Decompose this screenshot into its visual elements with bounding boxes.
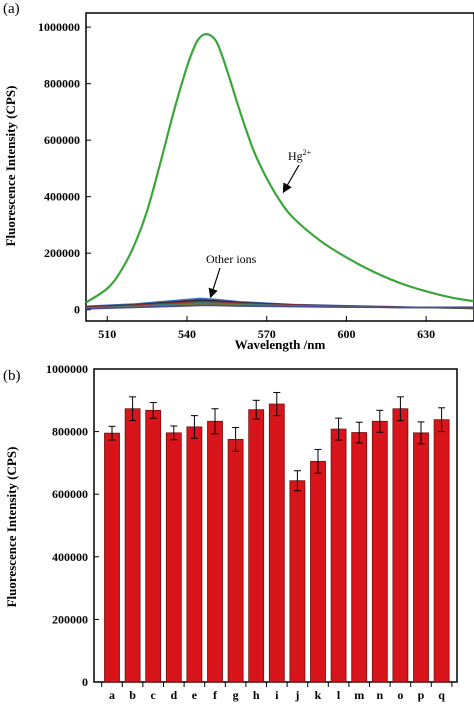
category-label-f: f <box>213 688 218 702</box>
bar-n <box>371 420 388 683</box>
panel-b-bars <box>104 403 450 683</box>
category-label-i: i <box>275 688 279 702</box>
category-label-b: b <box>129 688 136 702</box>
category-label-g: g <box>233 688 239 702</box>
panel-b-y-tick-label: 0 <box>82 675 88 689</box>
panel-a-y-tick-label: 0 <box>74 303 80 317</box>
panel-b-y-tick-label: 800000 <box>52 425 88 439</box>
annotation-other-ions-arrow <box>208 267 221 299</box>
category-label-n: n <box>376 688 383 702</box>
bar-g <box>227 439 244 683</box>
category-label-p: p <box>418 688 425 702</box>
bar-a <box>104 432 120 683</box>
bar-j <box>289 480 306 683</box>
category-label-o: o <box>397 688 403 702</box>
panel-a-y-tick-label: 600000 <box>44 133 80 147</box>
bar-k <box>310 460 326 683</box>
annotation-hg2-label: Hg2+ <box>288 148 312 163</box>
bar-f <box>207 420 223 683</box>
bar-c <box>145 409 162 683</box>
bar-m <box>351 432 368 683</box>
panel-a-plot-frame <box>85 12 474 322</box>
panel-b-y-tick-label: 400000 <box>52 550 88 564</box>
bar-d <box>165 432 182 683</box>
bar-q <box>433 419 450 683</box>
category-label-m: m <box>354 688 364 702</box>
panel-b-error-bars <box>108 391 446 492</box>
panel-a-x-tick-labels: 510 540 570 600 630 <box>98 327 435 341</box>
category-label-a: a <box>109 688 115 702</box>
panel-a-y-tick-label: 800000 <box>44 77 80 91</box>
bar-h <box>248 409 265 683</box>
panel-b-y-axis-title: Fluorescence Intensity (CPS) <box>4 447 19 608</box>
panel-b-y-tick-label: 1000000 <box>46 362 88 376</box>
panel-b-label: (b) <box>3 368 21 384</box>
panel-a-tick-marks <box>86 26 427 321</box>
panel-a-x-tick-label: 600 <box>337 327 355 341</box>
bar-p <box>413 432 429 683</box>
panel-a-y-tick-label: 1000000 <box>38 20 80 34</box>
category-label-l: l <box>337 688 341 702</box>
category-label-k: k <box>315 688 322 702</box>
panel-a-series <box>85 33 474 310</box>
panel-a-x-tick-label: 510 <box>98 327 116 341</box>
bar-i <box>268 403 285 683</box>
panel-a: (a) 0 200000 400000 600000 800000 1000000 510… <box>3 1 474 352</box>
series-other-ions-line <box>85 304 474 310</box>
series-hg2-line <box>85 33 474 304</box>
panel-a-y-tick-label: 200000 <box>44 246 80 260</box>
bar-b <box>124 408 141 683</box>
panel-a-x-tick-label: 540 <box>178 327 196 341</box>
category-label-e: e <box>192 688 198 702</box>
panel-b-tick-marks <box>94 368 453 687</box>
panel-a-x-tick-label: 570 <box>258 327 276 341</box>
bar-l <box>330 428 347 683</box>
annotation-hg2-arrow <box>282 164 300 194</box>
panel-a-label: (a) <box>3 1 20 17</box>
category-label-h: h <box>253 688 260 702</box>
panel-b-y-tick-labels: 0 200000 400000 600000 800000 1000000 <box>46 362 88 689</box>
category-label-c: c <box>151 688 157 702</box>
panel-a-y-tick-label: 400000 <box>44 190 80 204</box>
category-label-q: q <box>438 688 445 702</box>
panel-b-y-tick-label: 200000 <box>52 612 88 626</box>
bar-e <box>186 426 203 683</box>
annotation-other-ions-label: Other ions <box>206 252 257 266</box>
panel-a-y-tick-labels: 0 200000 400000 600000 800000 1000000 <box>38 20 80 317</box>
panel-a-x-axis-title: Wavelength /nm <box>235 337 326 352</box>
panel-a-x-tick-label: 630 <box>417 327 435 341</box>
category-label-j: j <box>294 688 299 702</box>
panel-b-y-tick-label: 600000 <box>52 487 88 501</box>
category-label-d: d <box>170 688 177 702</box>
panel-a-y-axis-title: Fluorescence Intensity (CPS) <box>3 86 18 247</box>
bar-o <box>392 408 409 683</box>
